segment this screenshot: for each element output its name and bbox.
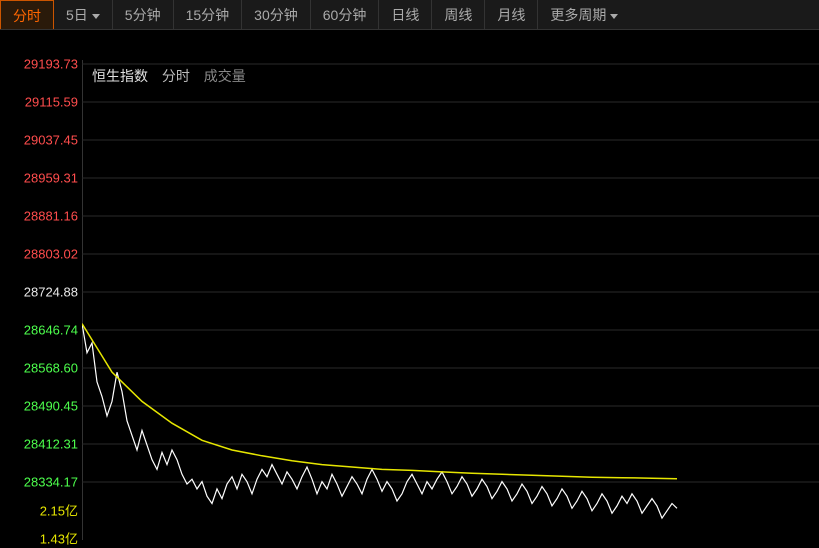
chevron-down-icon (610, 14, 618, 19)
y-axis-label: 28334.17 (24, 475, 78, 490)
timeframe-tab-bar: 分时5日5分钟15分钟30分钟60分钟日线周线月线更多周期 (0, 0, 819, 30)
y-axis-label: 28803.02 (24, 247, 78, 262)
tab-0[interactable]: 分时 (0, 0, 54, 29)
tab-1[interactable]: 5日 (54, 0, 113, 29)
y-axis-label: 28568.60 (24, 361, 78, 376)
tab-8[interactable]: 月线 (485, 0, 538, 29)
tab-4[interactable]: 30分钟 (242, 0, 311, 29)
tab-9[interactable]: 更多周期 (538, 0, 630, 29)
chart-svg (82, 60, 819, 540)
tab-7[interactable]: 周线 (432, 0, 485, 29)
tab-5[interactable]: 60分钟 (311, 0, 380, 29)
y-axis-label: 29037.45 (24, 133, 78, 148)
tab-3[interactable]: 15分钟 (174, 0, 243, 29)
chevron-down-icon (92, 14, 100, 19)
y-axis-label: 29193.73 (24, 57, 78, 72)
y-axis-label: 1.43亿 (40, 529, 78, 548)
chart-area: 恒生指数 分时 成交量 29193.7329115.5929037.452895… (0, 30, 819, 539)
y-axis-label: 29115.59 (25, 95, 78, 110)
tab-2[interactable]: 5分钟 (113, 0, 174, 29)
y-axis-label: 28881.16 (24, 209, 78, 224)
y-axis-label: 28646.74 (24, 323, 78, 338)
y-axis-label: 28959.31 (24, 171, 78, 186)
tab-6[interactable]: 日线 (379, 0, 432, 29)
y-axis-label: 2.15亿 (40, 501, 78, 520)
plot-canvas[interactable] (82, 60, 819, 520)
y-axis-label: 28412.31 (24, 437, 78, 452)
y-axis-label: 28724.88 (24, 285, 78, 300)
y-axis-label: 28490.45 (24, 399, 78, 414)
